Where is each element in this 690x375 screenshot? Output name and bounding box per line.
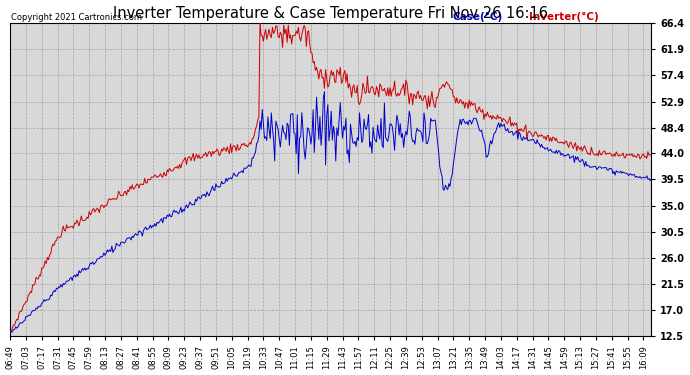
Title: Inverter Temperature & Case Temperature Fri Nov 26 16:16: Inverter Temperature & Case Temperature …	[113, 6, 548, 21]
Text: Inverter(°C): Inverter(°C)	[529, 12, 599, 21]
Text: Copyright 2021 Cartronics.com: Copyright 2021 Cartronics.com	[11, 12, 141, 21]
Text: Case(°C): Case(°C)	[453, 12, 503, 21]
